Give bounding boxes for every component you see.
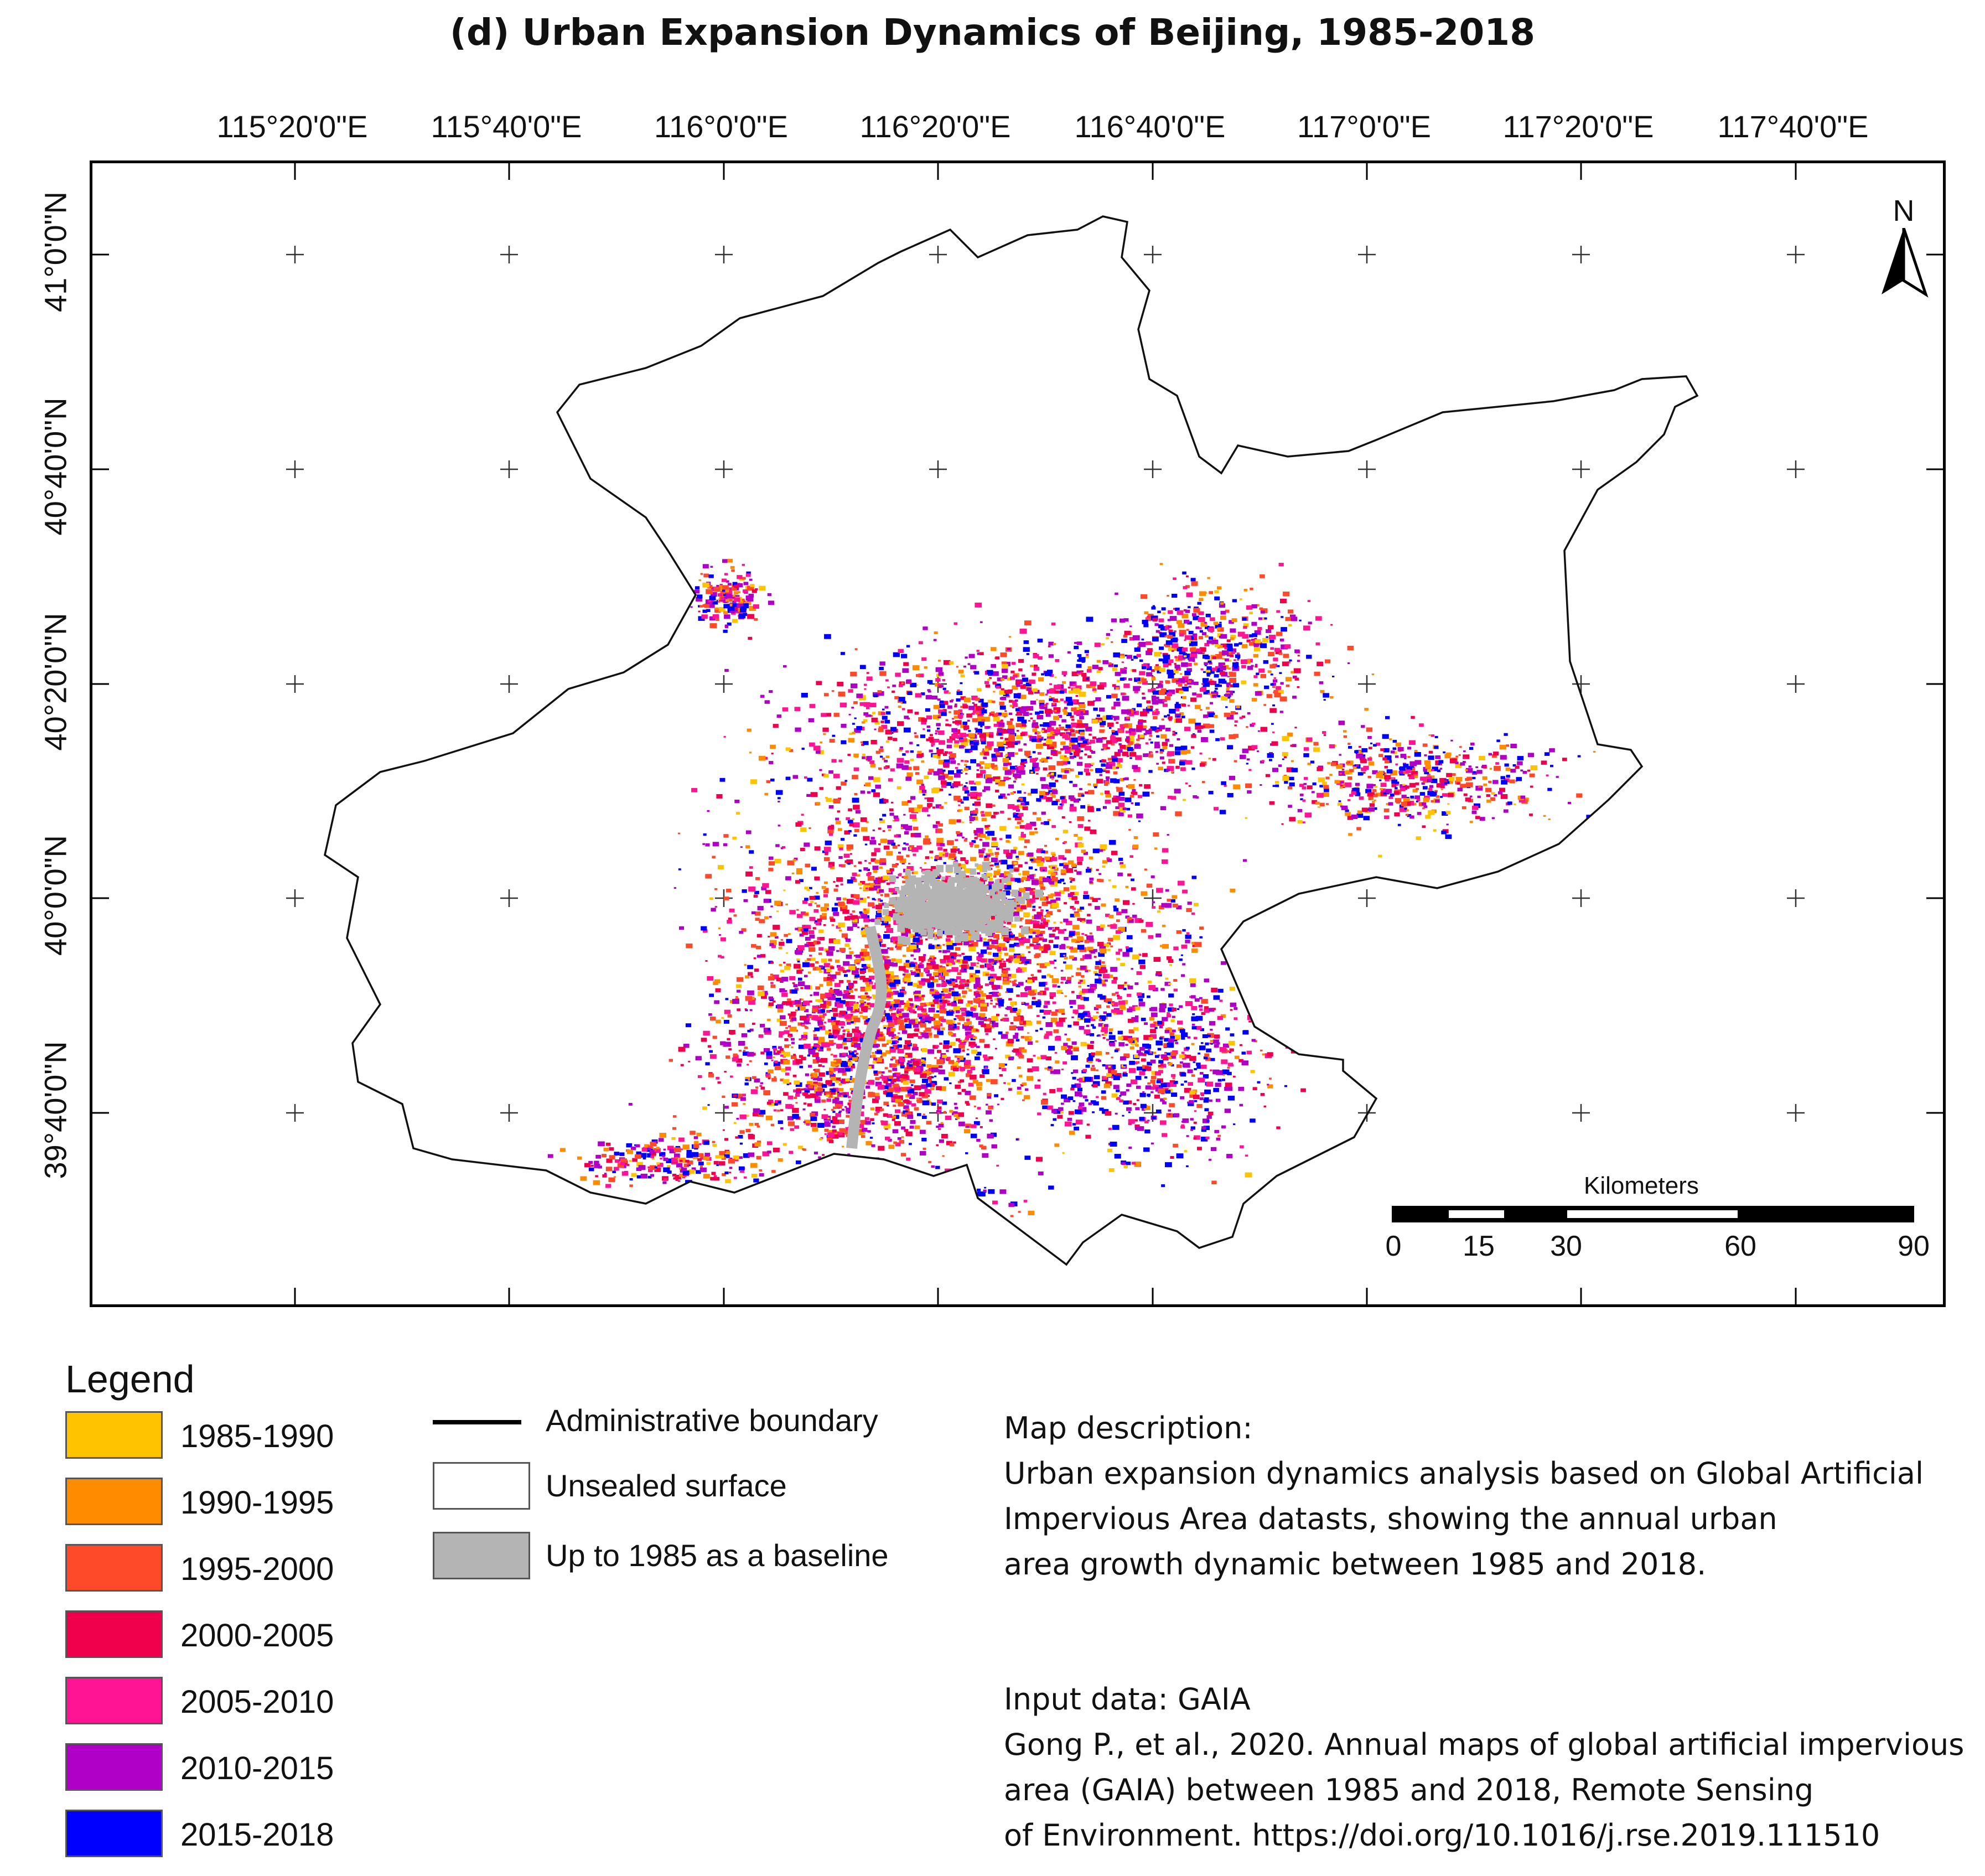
lon-label: 115°20'0"E <box>216 109 368 144</box>
scale-tick: 0 <box>1385 1230 1402 1262</box>
baseline-label: Up to 1985 as a baseline <box>546 1538 889 1573</box>
legend-label: 2010-2015 <box>180 1750 334 1786</box>
unsealed-swatch <box>433 1462 530 1510</box>
lat-label: 41°0'0"N <box>38 191 73 312</box>
north-label: N <box>1893 194 1915 227</box>
graticule-ticks <box>92 163 1943 1304</box>
lon-label: 117°20'0"E <box>1502 109 1654 144</box>
input-heading: Input data: GAIA <box>1004 1682 1251 1717</box>
lat-label: 40°40'0"N <box>38 397 73 536</box>
boundary-label: Administrative boundary <box>546 1403 878 1438</box>
north-arrow: N <box>1870 194 1937 303</box>
scale-tick: 30 <box>1550 1230 1582 1262</box>
legend-swatch <box>65 1743 163 1791</box>
map-description: Map description: Urban expansion dynamic… <box>1004 1406 1924 1587</box>
scale-tick: 15 <box>1463 1230 1495 1262</box>
legend-label: 2005-2010 <box>180 1684 334 1720</box>
legend-swatch <box>65 1610 163 1658</box>
lon-label: 116°0'0"E <box>654 109 788 144</box>
description-heading: Map description: <box>1004 1411 1253 1445</box>
lon-label: 116°40'0"E <box>1074 109 1226 144</box>
urban-pixels <box>547 558 1596 1242</box>
citation-line: area (GAIA) between 1985 and 2018, Remot… <box>1004 1773 1814 1807</box>
legend-swatch <box>65 1478 163 1525</box>
boundary-line-swatch <box>433 1420 521 1424</box>
legend-label: 1985-1990 <box>180 1418 334 1454</box>
scale-bar <box>1392 1206 1914 1222</box>
scale-title: Kilometers <box>1584 1172 1699 1199</box>
scale-tick: 60 <box>1724 1230 1756 1262</box>
lon-label: 115°40'0"E <box>431 109 582 144</box>
lon-label: 117°0'0"E <box>1297 109 1431 144</box>
legend-swatch <box>65 1411 163 1459</box>
map-title: (d) Urban Expansion Dynamics of Beijing,… <box>449 11 1536 54</box>
input-data: Input data: GAIA Gong P., et al., 2020. … <box>1004 1677 1964 1858</box>
administrative-boundary <box>324 215 1699 1266</box>
legend-label: 2000-2005 <box>180 1618 334 1654</box>
lon-label: 117°40'0"E <box>1717 109 1869 144</box>
description-line: Urban expansion dynamics analysis based … <box>1004 1456 1924 1491</box>
legend-swatch <box>65 1810 163 1857</box>
description-line: Impervious Area datasts, showing the ann… <box>1004 1501 1777 1536</box>
baseline-swatch <box>433 1532 530 1579</box>
legend-swatch <box>65 1544 163 1592</box>
description-line: area growth dynamic between 1985 and 201… <box>1004 1547 1707 1582</box>
legend-title: Legend <box>65 1357 195 1401</box>
lon-label: 116°20'0"E <box>859 109 1011 144</box>
lat-label: 39°40'0"N <box>38 1041 73 1179</box>
legend-label: 2015-2018 <box>180 1817 334 1853</box>
map-canvas <box>92 163 1943 1304</box>
north-arrow-icon <box>1882 227 1929 298</box>
scale-tick: 90 <box>1898 1230 1930 1262</box>
map-frame <box>90 160 1946 1307</box>
citation-line: of Environment. https://doi.org/10.1016/… <box>1004 1818 1880 1853</box>
legend-label: 1990-1995 <box>180 1485 334 1521</box>
legend-swatch <box>65 1677 163 1724</box>
lat-label: 40°20'0"N <box>38 613 73 751</box>
citation-line: Gong P., et al., 2020. Annual maps of gl… <box>1004 1727 1965 1762</box>
lat-label: 40°0'0"N <box>38 835 73 956</box>
legend-label: 1995-2000 <box>180 1551 334 1587</box>
unsealed-label: Unsealed surface <box>546 1468 787 1503</box>
